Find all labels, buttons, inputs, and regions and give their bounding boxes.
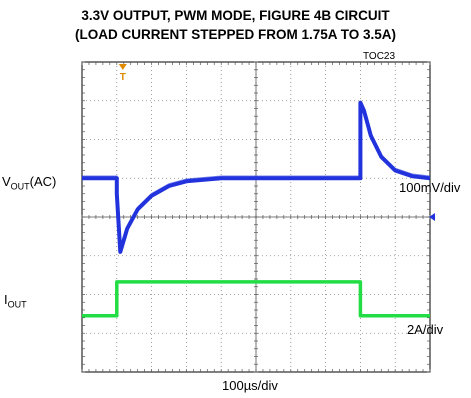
traces [82, 100, 431, 318]
grid [81, 61, 431, 373]
figure-id-label: TOC23 [363, 51, 396, 62]
vout-label: VOUT(AC) [2, 174, 57, 192]
trigger-marker-label: T [120, 72, 126, 83]
chart-title-line1: 3.3V OUTPUT, PWM MODE, FIGURE 4B CIRCUIT [81, 8, 390, 23]
iout-label: IOUT [4, 292, 27, 310]
iout-scale-label: 2A/div [407, 322, 444, 337]
series-vout-noise [82, 100, 431, 251]
level-marker-icon [429, 213, 435, 221]
trigger-marker-icon [118, 64, 127, 70]
markers: T [118, 64, 435, 221]
time-scale-label: 100µs/div [222, 378, 278, 393]
series-iout-trace [82, 280, 430, 318]
chart-title-line2: (LOAD CURRENT STEPPED FROM 1.75A TO 3.5A… [74, 27, 397, 42]
vout-scale-label: 100mV/div [399, 180, 461, 195]
